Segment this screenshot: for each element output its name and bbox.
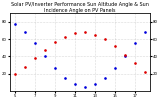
Title: Solar PV/Inverter Performance Sun Altitude Angle & Sun Incidence Angle on PV Pan: Solar PV/Inverter Performance Sun Altitu… xyxy=(11,2,149,13)
